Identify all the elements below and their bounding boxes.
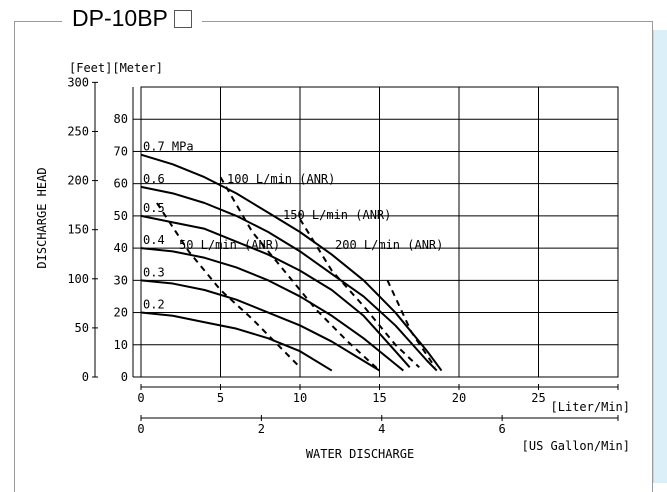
gallon-tick-label: 4 [378, 422, 385, 436]
chart-frame [14, 21, 653, 492]
curve-label: 0.7 MPa [143, 140, 194, 154]
meter-tick-label: 40 [114, 241, 128, 255]
feet-tick-label: 150 [67, 223, 89, 237]
feet-tick-label: 200 [67, 174, 89, 188]
meter-tick-label: 80 [114, 112, 128, 126]
liter-tick-label: 20 [452, 391, 466, 405]
air-line [156, 202, 301, 369]
meter-tick-label: 70 [114, 144, 128, 158]
pressure-curve [140, 185, 438, 372]
liter-tick-label: 5 [217, 391, 224, 405]
curve-label: 0.4 [143, 233, 165, 247]
feet-tick-label: 50 [75, 321, 89, 335]
x-unit-secondary: [US Gallon/Min] [522, 439, 630, 453]
gallon-tick-label: 2 [258, 422, 265, 436]
meter-tick-label: 60 [114, 177, 128, 191]
air-line [299, 218, 420, 369]
meter-tick-label: 50 [114, 209, 128, 223]
air-consumption-lines [156, 176, 436, 372]
title-text: DP-10BP [72, 5, 168, 31]
curve-label: 0.2 [143, 298, 165, 312]
gallon-tick-label: 6 [499, 422, 506, 436]
plot-border [140, 86, 619, 378]
liter-tick-label: 10 [293, 391, 307, 405]
feet-tick-label: 300 [67, 75, 89, 89]
curve-label: 0.3 [143, 265, 165, 279]
meter-tick-label: 0 [121, 370, 128, 384]
liter-tick-label: 15 [372, 391, 386, 405]
labels: 0.7 MPa 0.6 0.5 0.4 0.3 0.2 50 L/min (ANR) 100 … [35, 61, 630, 461]
air-label: 150 L/min (ANR) [283, 208, 391, 222]
pressure-curve [140, 153, 443, 372]
curve-label: 0.5 [143, 201, 165, 215]
pressure-curve [140, 279, 381, 372]
feet-tick-label: 0 [82, 370, 89, 384]
x-axis-title: WATER DISCHARGE [306, 447, 414, 461]
checkbox-icon [173, 9, 192, 28]
side-panel [653, 30, 667, 483]
pressure-curve [140, 214, 411, 368]
meter-tick-label: 10 [114, 338, 128, 352]
gallon-tick-label: 0 [137, 422, 144, 436]
curves [140, 153, 443, 372]
meter-tick-label: 20 [114, 306, 128, 320]
air-label: 200 L/min (ANR) [335, 238, 443, 252]
chart-title: DP-10BP [62, 5, 202, 32]
liter-tick-label: 0 [137, 391, 144, 405]
feet-tick-label: 100 [67, 272, 89, 286]
pressure-curve [140, 247, 404, 372]
y-axis-title: DISCHARGE HEAD [35, 167, 49, 268]
air-label: 50 L/min (ANR) [179, 238, 280, 252]
pressure-curve [140, 311, 333, 372]
air-label: 100 L/min (ANR) [227, 172, 335, 186]
curve-label: 0.6 [143, 172, 165, 186]
meter-tick-label: 30 [114, 273, 128, 287]
x-unit-primary: [Liter/Min] [551, 400, 630, 414]
liter-tick-label: 25 [531, 391, 545, 405]
air-line [386, 279, 436, 368]
feet-tick-label: 250 [67, 124, 89, 138]
y-unit-label: [Feet][Meter] [69, 61, 163, 75]
